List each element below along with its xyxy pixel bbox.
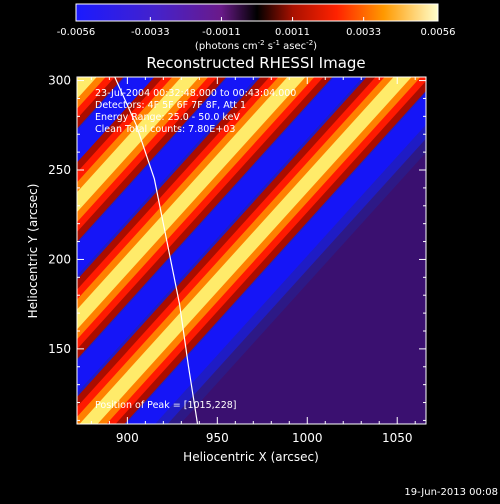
heatmap-ridge <box>77 77 315 340</box>
colorbar-tick-label: 0.0056 <box>421 27 456 38</box>
x-axis-label: Heliocentric X (arcsec) <box>183 450 319 464</box>
x-tick-label: 900 <box>116 431 139 445</box>
solar-limb-curve <box>114 77 199 424</box>
y-tick-label: 200 <box>48 252 71 266</box>
heatmap-image <box>77 77 426 424</box>
heatmap-ridge <box>79 77 412 424</box>
colorbar <box>75 3 439 22</box>
annotation-peak: Position of Peak = [1015,228] <box>95 400 236 411</box>
chart-title: Reconstructed RHESSI Image <box>146 54 365 72</box>
heatmap-ridge <box>77 77 333 360</box>
heatmap-trough <box>77 77 257 276</box>
heatmap-ridge <box>77 77 200 213</box>
axis-ticks: 900 950 1000 1050 150 200 250 300 <box>48 74 426 445</box>
heatmap-ridge <box>77 77 324 350</box>
annotation-detectors: Detectors: 4F 5F 6F 7F 8F, Att 1 <box>95 100 246 111</box>
x-tick-label: 1000 <box>292 431 323 445</box>
heatmap-ridge <box>77 77 306 330</box>
annotation-time: 23-Jul-2004 00:32:48.000 to 00:43:04.000 <box>95 88 296 99</box>
colorbar-tick-label: -0.0033 <box>131 27 170 38</box>
heatmap-trough <box>126 92 426 424</box>
y-tick-label: 250 <box>48 163 71 177</box>
colorbar-tick-label: 0.0011 <box>275 27 310 38</box>
heatmap-ridge <box>77 77 218 233</box>
plot-frame <box>76 76 427 425</box>
colorbar-unit: (photons cm-2 s-1 asec-2) <box>195 39 317 52</box>
timestamp: 19-Jun-2013 00:08 <box>404 487 498 498</box>
x-tick-label: 950 <box>206 431 229 445</box>
heatmap-ridge <box>77 77 209 223</box>
annotation-energy: Energy Range: 25.0 - 50.0 keV <box>95 112 240 123</box>
colorbar-tick-label: -0.0056 <box>57 27 96 38</box>
y-tick-label: 150 <box>48 342 71 356</box>
heatmap-trough <box>77 77 364 393</box>
heatmap-ridge <box>77 77 227 242</box>
colorbar-unit-label: (photons cm-2 s-1 asec-2) <box>195 39 317 52</box>
y-tick-label: 300 <box>48 74 71 88</box>
colorbar-ticks: -0.0056 -0.0033 -0.0011 0.0011 0.0033 0.0056 <box>57 17 456 38</box>
x-tick-label: 1050 <box>382 431 413 445</box>
colorbar-tick-label: 0.0033 <box>346 27 381 38</box>
annotation-counts: Clean Total counts: 7.80E+03 <box>95 124 235 135</box>
annotation-block: 23-Jul-2004 00:32:48.000 to 00:43:04.000… <box>95 88 296 411</box>
colorbar-tick-label: -0.0011 <box>202 27 241 38</box>
heatmap-ridge <box>77 77 97 99</box>
y-axis-label: Heliocentric Y (arcsec) <box>26 184 40 319</box>
